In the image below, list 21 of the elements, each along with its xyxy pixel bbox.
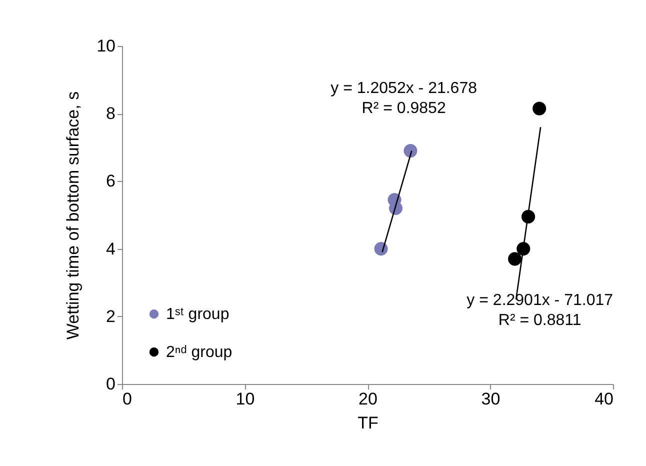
y-tick-label: 2 [106,306,116,326]
annotation: y = 2.2901x - 71.017 R² = 0.8811 [466,292,614,329]
x-tick-label: 20 [358,390,378,408]
y-tick-label: 0 [106,374,116,394]
point [404,144,418,158]
point [374,242,388,256]
x-tick-label: 40 [594,390,614,408]
x-tick-label: 0 [122,390,132,408]
y-tick-label: 8 [106,104,116,124]
y-tick-label: 4 [106,239,116,258]
x-axis-title: TF [358,414,378,432]
y-tick-label: 6 [106,172,116,191]
annotation: y = 1.2052x - 21.678 R² = 0.9852 [330,80,478,117]
y-tick-label: 10 [96,36,116,56]
y-axis-title: Wetting time of bottom surface, s [64,91,83,340]
point [532,102,546,116]
point [508,252,522,266]
legend-label: 2ⁿᵈ group [166,344,232,361]
legend-label: 1ˢᵗ group [166,306,230,323]
x-tick-label: 10 [236,390,255,408]
x-tick-label: 30 [481,390,500,408]
